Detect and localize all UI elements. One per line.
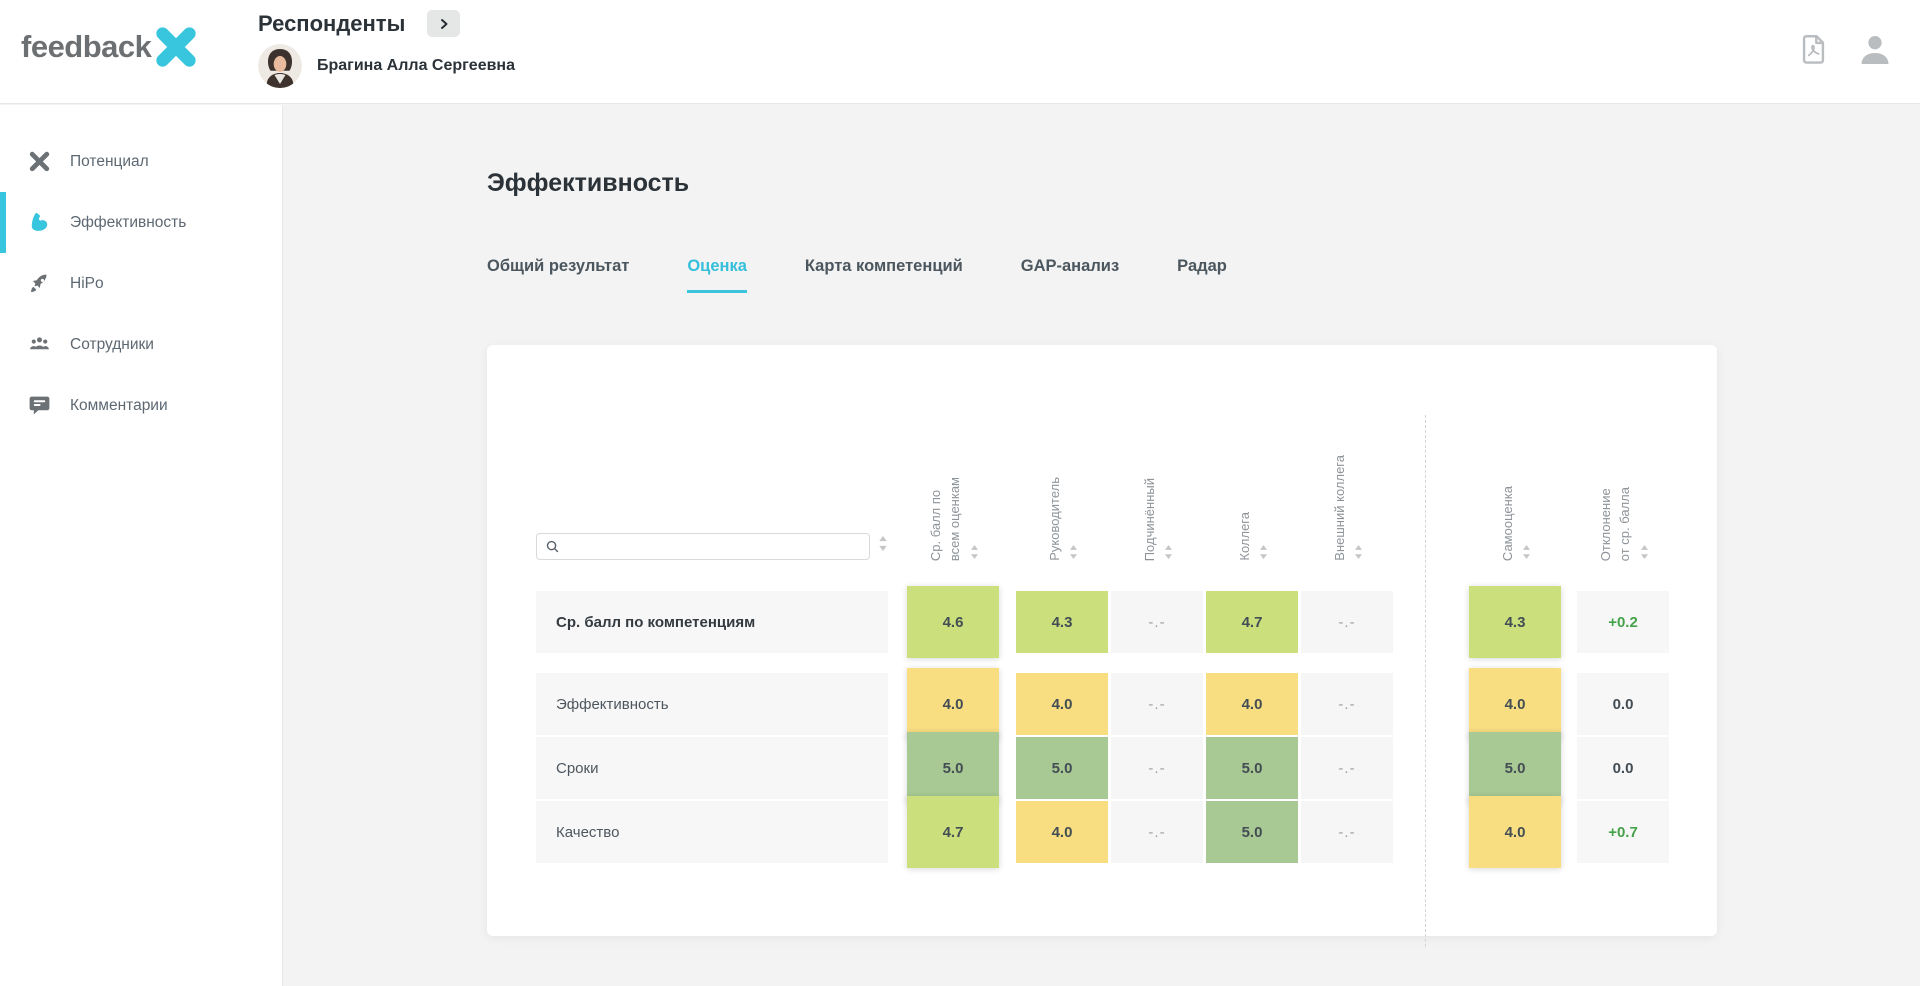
score-cell: 4.0 [1469, 796, 1561, 868]
table-row: Качество 4.7 4.0 -.- 5.0 -.- 4.0 +0.7 [536, 796, 1717, 868]
sidebar-item-label: Эффективность [70, 213, 187, 231]
score-cell: 5.0 [907, 732, 999, 804]
section-heading: Эффективность [487, 169, 690, 197]
search-input[interactable] [536, 533, 870, 560]
score-cell: 4.3 [1016, 591, 1108, 653]
sidebar-item-potencial[interactable]: Потенциал [0, 131, 282, 192]
sort-icon[interactable] [1354, 545, 1363, 559]
people-icon [27, 332, 52, 357]
scores-card: Ср. балл по всем оценкам Руководитель По… [487, 345, 1717, 947]
column-header-vneshniy-kollega: Внешний коллега [1301, 455, 1393, 561]
score-cell: 4.6 [907, 586, 999, 658]
sort-icon[interactable] [878, 536, 888, 551]
brand-logo: feedback [21, 24, 199, 70]
score-cell: -.- [1301, 673, 1393, 735]
score-cell: 4.0 [1206, 673, 1298, 735]
self-score-divider [1425, 415, 1426, 947]
search-icon [546, 540, 559, 553]
deviation-cell: +0.7 [1577, 801, 1669, 863]
top-bar: feedback Респонденты Брагина Алла Серге [0, 0, 1920, 104]
column-header-kollega: Коллега [1206, 512, 1298, 561]
main-content: Эффективность Общий результат Оценка Кар… [284, 105, 1920, 986]
brand-x-icon [156, 27, 197, 67]
table-header-row: Ср. балл по всем оценкам Руководитель По… [536, 415, 1717, 561]
page-title: Респонденты [258, 10, 406, 36]
column-header-rukovoditel: Руководитель [1016, 477, 1108, 561]
sort-icon[interactable] [1640, 545, 1649, 559]
tab-gap-analiz[interactable]: GAP-анализ [1020, 257, 1120, 275]
column-header-otklonenie: Отклонение от ср. балла [1577, 487, 1669, 561]
score-cell: 5.0 [1206, 737, 1298, 799]
score-cell: 4.0 [1016, 801, 1108, 863]
score-cell: -.- [1111, 591, 1203, 653]
score-cell: -.- [1111, 673, 1203, 735]
score-cell: -.- [1301, 591, 1393, 653]
sidebar-item-label: HiPo [70, 274, 104, 292]
score-cell: 4.0 [907, 668, 999, 740]
score-cell: 5.0 [1206, 801, 1298, 863]
score-cell: 4.0 [1016, 673, 1108, 735]
score-cell: -.- [1111, 737, 1203, 799]
score-cell: -.- [1301, 737, 1393, 799]
comment-icon [27, 393, 52, 418]
respondent-row: Брагина Алла Сергеевна [258, 44, 515, 88]
avatar [258, 44, 302, 88]
sidebar-item-sotrudniki[interactable]: Сотрудники [0, 314, 282, 375]
score-cell: -.- [1111, 801, 1203, 863]
table-row: Сроки 5.0 5.0 -.- 5.0 -.- 5.0 0.0 [536, 732, 1717, 804]
brand-logo-text: feedback [21, 29, 152, 64]
pdf-export-icon[interactable] [1796, 31, 1830, 67]
search-box [536, 533, 870, 560]
sort-icon[interactable] [1259, 545, 1268, 559]
row-label: Качество [536, 801, 888, 863]
x-icon [27, 149, 52, 174]
column-header-avg-all: Ср. балл по всем оценкам [907, 477, 999, 561]
score-cell: -.- [1301, 801, 1393, 863]
sort-icon[interactable] [1069, 545, 1078, 559]
sort-icon[interactable] [970, 545, 979, 559]
row-label: Сроки [536, 737, 888, 799]
score-cell: 4.7 [907, 796, 999, 868]
top-actions [1796, 30, 1894, 68]
sort-icon[interactable] [1522, 545, 1531, 559]
score-cell: 5.0 [1469, 732, 1561, 804]
tab-ocenka[interactable]: Оценка [687, 257, 747, 293]
sidebar-item-label: Комментарии [70, 396, 168, 414]
sidebar-item-kommentarii[interactable]: Комментарии [0, 375, 282, 436]
column-header-samoocenka: Самооценка [1469, 486, 1561, 561]
deviation-cell: 0.0 [1577, 673, 1669, 735]
score-cell: 4.0 [1469, 668, 1561, 740]
bicep-icon [27, 210, 52, 235]
table-row: Эффективность 4.0 4.0 -.- 4.0 -.- 4.0 0.0 [536, 668, 1717, 740]
tab-obshchiy-rezultat[interactable]: Общий результат [487, 257, 630, 275]
tab-bar: Общий результат Оценка Карта компетенций… [487, 257, 1285, 293]
row-label: Ср. балл по компетенциям [536, 591, 888, 653]
sidebar-item-label: Сотрудники [70, 335, 154, 353]
row-label: Эффективность [536, 673, 888, 735]
score-cell: 5.0 [1016, 737, 1108, 799]
sidebar: Потенциал Эффективность HiPo Сотрудники [0, 105, 283, 986]
sidebar-item-hipo[interactable]: HiPo [0, 253, 282, 314]
table-row: Ср. балл по компетенциям 4.6 4.3 -.- 4.7 -.- 4… [536, 586, 1717, 658]
collapse-respondents-button[interactable] [427, 10, 461, 37]
table-search-area [536, 533, 888, 560]
account-icon[interactable] [1856, 30, 1894, 68]
column-header-podchinennyy: Подчинённый [1111, 478, 1203, 561]
chevron-right-icon [440, 18, 448, 29]
sort-icon[interactable] [1164, 545, 1173, 559]
rocket-icon [27, 271, 52, 296]
sidebar-item-label: Потенциал [70, 152, 149, 170]
table-body: Ср. балл по компетенциям 4.6 4.3 -.- 4.7 -.- 4… [536, 586, 1717, 868]
tab-karta-kompetenciy[interactable]: Карта компетенций [804, 257, 963, 275]
deviation-cell: +0.2 [1577, 591, 1669, 653]
respondent-name: Брагина Алла Сергеевна [317, 57, 515, 74]
score-cell: 4.7 [1206, 591, 1298, 653]
sidebar-item-effectivnost[interactable]: Эффективность [0, 192, 282, 253]
score-cell: 4.3 [1469, 586, 1561, 658]
deviation-cell: 0.0 [1577, 737, 1669, 799]
title-block: Респонденты Брагина Алла Сергеевна [258, 10, 515, 88]
tab-radar[interactable]: Радар [1177, 257, 1227, 275]
